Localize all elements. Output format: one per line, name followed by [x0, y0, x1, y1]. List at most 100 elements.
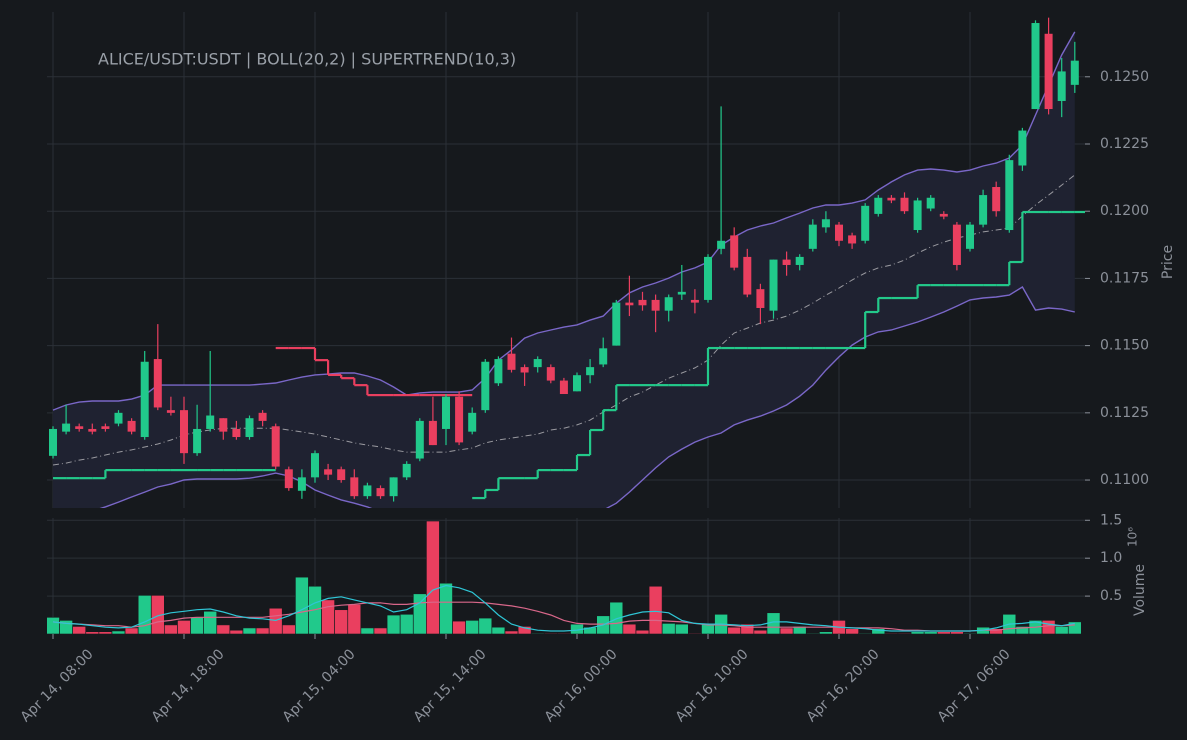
candle-body: [1057, 71, 1066, 101]
volume-bar: [334, 609, 349, 634]
candle-body: [127, 420, 136, 432]
volume-bar: [465, 620, 480, 634]
volume-bar: [557, 632, 571, 634]
candle-body: [900, 197, 909, 212]
candle-body: [1031, 23, 1040, 110]
y-tick-label: 0.1100: [1100, 472, 1149, 488]
band-fill: [53, 31, 1075, 508]
candle-body: [730, 235, 739, 268]
candle-body: [992, 187, 1001, 212]
volume-bar: [281, 624, 296, 634]
volume-bar: [229, 629, 244, 634]
volume-bar: [190, 617, 204, 634]
volume-bar: [517, 626, 532, 634]
volume-bar: [609, 601, 624, 634]
volume-bar: [910, 631, 925, 634]
volume-bar: [439, 582, 453, 634]
volume-bar: [478, 617, 493, 634]
candle-body: [887, 197, 896, 201]
volume-bar: [845, 628, 859, 634]
volume-bar: [884, 632, 899, 634]
candle-body: [140, 361, 149, 438]
candle-body: [180, 410, 188, 454]
candle-body: [690, 299, 699, 303]
price-panel: [49, 17, 1085, 508]
y-axis-label: Price: [1160, 245, 1176, 279]
volume-axis-label: Volume: [1132, 564, 1148, 616]
candle-body: [481, 361, 490, 411]
candle-body: [808, 224, 817, 249]
candle-body: [638, 299, 647, 306]
candle-body: [324, 469, 333, 475]
y-tick-label: 1.5: [1100, 512, 1122, 528]
candle-body: [455, 396, 464, 443]
candle-body: [363, 485, 372, 497]
candle-body: [979, 195, 988, 225]
volume-bar: [1041, 620, 1056, 634]
volume-bar: [871, 628, 886, 634]
volume-bar: [111, 630, 126, 634]
candle-body: [1044, 33, 1053, 110]
boll-lower: [99, 286, 1075, 508]
candle-body: [704, 256, 712, 300]
candle-body: [573, 375, 581, 392]
volume-bar: [47, 617, 60, 634]
candle-body: [861, 205, 870, 241]
candle-body: [271, 426, 280, 467]
candle-body: [743, 256, 752, 295]
volume-bar: [255, 627, 270, 634]
candle-body: [193, 428, 202, 454]
y-tick-label: 0.1225: [1100, 136, 1149, 152]
volume-bar: [923, 631, 938, 634]
volume-bar: [412, 593, 427, 634]
y-tick-label: 0.5: [1100, 588, 1122, 604]
candle-body: [297, 477, 306, 491]
volume-bar: [426, 520, 440, 634]
candle-body: [284, 469, 293, 489]
candle-body: [533, 359, 542, 368]
volume-bar: [648, 585, 663, 634]
y-tick-label: 0.1150: [1100, 338, 1149, 354]
volume-ma-fast: [52, 584, 1075, 632]
candle-body: [88, 428, 97, 432]
volume-bar: [85, 631, 100, 634]
candle-body: [389, 477, 398, 497]
candle-body: [874, 197, 883, 214]
candle-body: [559, 380, 568, 395]
volume-bar: [295, 576, 309, 634]
volume-bar: [622, 623, 637, 634]
candle-body: [350, 477, 359, 497]
volume-bar: [203, 610, 217, 634]
volume-bar: [674, 623, 689, 634]
candle-body: [1018, 130, 1027, 166]
candle-body: [651, 299, 660, 311]
candle-body: [442, 396, 450, 429]
volume-bar: [164, 624, 178, 634]
volume-bar: [98, 631, 113, 634]
candle-body: [153, 359, 162, 408]
candle-body: [677, 291, 686, 295]
candle-body: [664, 297, 673, 311]
candle-body: [612, 302, 621, 346]
volume-bar: [137, 595, 152, 634]
y-tick-label: 0.1250: [1100, 69, 1149, 85]
volume-bar: [727, 626, 742, 634]
candle-body: [966, 224, 974, 249]
volume-bar: [530, 632, 545, 634]
volume-bar: [347, 604, 362, 634]
volume-bar: [386, 614, 401, 634]
candle-body: [848, 235, 857, 244]
candle-body: [782, 259, 791, 265]
candle-body: [75, 426, 84, 429]
volume-bar: [701, 623, 715, 634]
candle-body: [206, 415, 215, 429]
candle-body: [507, 353, 516, 370]
volume-bar: [950, 631, 964, 634]
candle-body: [1070, 60, 1079, 85]
volume-bar: [491, 626, 506, 634]
candle-body: [494, 359, 503, 384]
volume-bar: [936, 631, 951, 634]
candle-body: [756, 289, 765, 308]
candle-body: [166, 410, 175, 413]
